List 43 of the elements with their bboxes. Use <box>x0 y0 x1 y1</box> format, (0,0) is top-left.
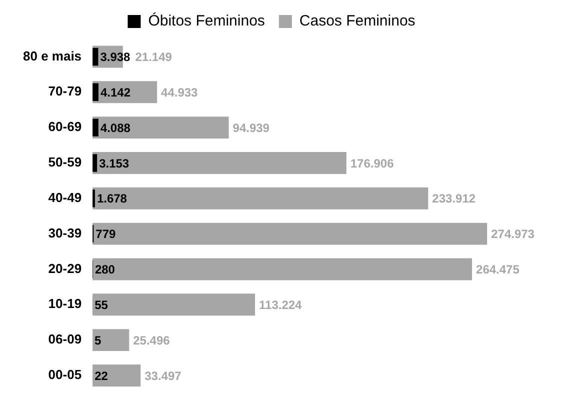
y-tick-label: 60-69 <box>48 119 82 134</box>
bar <box>92 294 256 316</box>
data-label: 4.088 <box>100 120 131 135</box>
y-tick-label: 10-19 <box>48 296 82 312</box>
bar <box>92 222 488 245</box>
y-tick-label: 50-59 <box>48 154 82 170</box>
legend-label: Óbitos Femininos <box>148 12 265 30</box>
data-label: 25.496 <box>133 333 170 348</box>
data-label: 264.475 <box>476 262 520 277</box>
data-label: 21.149 <box>135 50 172 64</box>
data-label: 22 <box>94 368 108 383</box>
legend-label: Casos Femininos <box>299 12 416 30</box>
data-label: 3.153 <box>99 156 130 170</box>
bar <box>92 83 98 101</box>
data-label: 176.906 <box>350 156 394 170</box>
bar <box>92 118 98 136</box>
data-label: 779 <box>96 227 116 242</box>
bar <box>92 329 130 352</box>
data-label: 4.142 <box>100 85 131 100</box>
y-tick-label: 06-09 <box>48 332 82 347</box>
y-tick-label: 00-05 <box>48 367 82 382</box>
bar <box>92 154 98 172</box>
data-label: 3.938 <box>100 50 131 64</box>
data-label: 94.939 <box>232 120 270 135</box>
data-label: 55 <box>94 298 108 312</box>
data-label: 33.497 <box>144 368 182 383</box>
data-label: 274.973 <box>491 227 535 242</box>
bar <box>92 152 346 174</box>
data-label: 1.678 <box>96 192 128 206</box>
data-label: 113.224 <box>259 298 302 312</box>
data-label: 44.933 <box>161 85 198 100</box>
bar <box>92 187 428 210</box>
y-tick-label: 70-79 <box>48 84 82 99</box>
bar <box>92 364 141 386</box>
y-tick-label: 20-29 <box>48 260 82 276</box>
data-label: 233.912 <box>432 192 476 206</box>
y-tick-label: 30-39 <box>48 225 82 240</box>
bar <box>92 116 229 139</box>
y-tick-label: 40-49 <box>48 190 82 205</box>
data-label: 280 <box>94 262 116 277</box>
bar <box>92 258 472 280</box>
y-tick-label: 80 e mais <box>23 48 82 64</box>
data-label: 5 <box>94 333 102 348</box>
